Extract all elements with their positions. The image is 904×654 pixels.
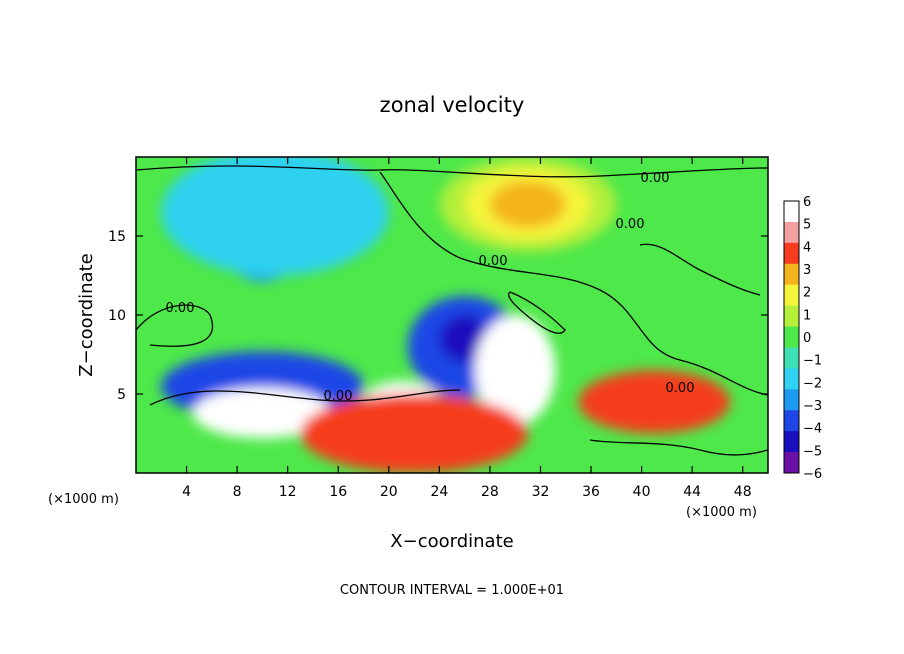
colorbar-tick-label: 6: [803, 195, 811, 210]
x-tick-label: 32: [532, 484, 550, 500]
colorbar-tick-label: 1: [803, 308, 811, 323]
chart-title: zonal velocity: [380, 93, 525, 117]
zero-contour-line: [136, 165, 768, 178]
y-axis: 5 10 15: [108, 229, 768, 403]
contour-labels: 0.00 0.00 0.00 0.00 0.00 0.00: [166, 171, 695, 404]
contour-label: 0.00: [166, 301, 195, 316]
zero-contour-line: [639, 243, 761, 296]
x-tick-label: 24: [430, 484, 448, 500]
contour-label: 0.00: [324, 389, 353, 404]
colorbar-tick-label: −1: [803, 354, 822, 369]
contour-label: 0.00: [666, 381, 695, 396]
field-blob: [300, 394, 528, 473]
colorbar-segment: [784, 326, 799, 348]
zero-contour-line: [379, 171, 768, 396]
colorbar-segment: [784, 410, 799, 432]
zero-contours: [136, 165, 768, 456]
x-tick-label: 40: [633, 484, 651, 500]
x-tick-label: 12: [279, 484, 297, 500]
y-tick-label: 5: [117, 387, 126, 403]
x-axis: 4 8 12 16 20 24 28 32 36 40 44 48: [182, 157, 752, 500]
field-blob: [474, 315, 556, 426]
x-tick-label: 8: [233, 484, 242, 500]
colorbar-tick-label: −2: [803, 376, 822, 391]
colorbar-tick-label: −4: [803, 422, 822, 437]
colorbar-segment: [784, 452, 799, 474]
colorbar-segment: [784, 347, 799, 369]
field-blob: [192, 387, 332, 439]
x-tick-label: 4: [182, 484, 191, 500]
x-unit-right: (×1000 m): [686, 505, 757, 520]
colorbar-tick-label: 4: [803, 240, 811, 255]
colorbar-segment: [784, 242, 799, 265]
colorbar-segment: [784, 263, 799, 286]
x-axis-label: X−coordinate: [390, 531, 513, 552]
colorbar-frame: [783, 200, 800, 474]
contour-label: 0.00: [641, 171, 670, 186]
colorbar-segment: [784, 201, 799, 223]
field-blob: [489, 180, 566, 229]
colorbar: 6 5 4 3 2 1 0 −1 −2 −3 −4 −5 −6: [783, 195, 822, 482]
contour-label: 0.00: [616, 217, 645, 232]
y-tick-label: 10: [108, 308, 126, 324]
x-tick-label: 44: [683, 484, 701, 500]
colorbar-segment: [784, 305, 799, 328]
plot-area: 0.00 0.00 0.00 0.00 0.00 0.00: [136, 157, 768, 473]
zero-contour-line: [508, 291, 566, 334]
field-blob: [578, 370, 731, 434]
zero-contour-line: [589, 439, 768, 456]
colorbar-tick-label: 5: [803, 218, 811, 233]
colorbar-segment: [784, 368, 799, 390]
field-features: [161, 157, 731, 473]
zero-contour-line: [136, 304, 214, 347]
colorbar-tick-label: −5: [803, 444, 822, 459]
colorbar-tick-label: 0: [803, 331, 811, 346]
colorbar-segment: [784, 431, 799, 453]
colorbar-segment: [784, 389, 799, 411]
x-tick-label: 36: [582, 484, 600, 500]
colorbar-segment: [784, 221, 799, 244]
x-tick-label: 48: [734, 484, 752, 500]
x-tick-label: 28: [481, 484, 499, 500]
contour-label: 0.00: [479, 254, 508, 269]
x-tick-label: 16: [329, 484, 347, 500]
field-blob: [439, 315, 490, 363]
zero-contour-line: [149, 389, 461, 406]
colorbar-segment: [784, 284, 799, 307]
colorbar-tick-label: 2: [803, 286, 811, 301]
contour-interval-note: CONTOUR INTERVAL = 1.000E+01: [340, 583, 564, 598]
colorbar-tick-label: −3: [803, 399, 822, 414]
y-tick-label: 15: [108, 229, 126, 245]
y-axis-label: Z−coordinate: [76, 253, 97, 376]
x-unit-left: (×1000 m): [48, 492, 119, 507]
colorbar-tick-label: −6: [803, 467, 822, 482]
field-blob: [161, 157, 389, 276]
x-tick-label: 20: [380, 484, 398, 500]
colorbar-tick-label: 3: [803, 263, 811, 278]
